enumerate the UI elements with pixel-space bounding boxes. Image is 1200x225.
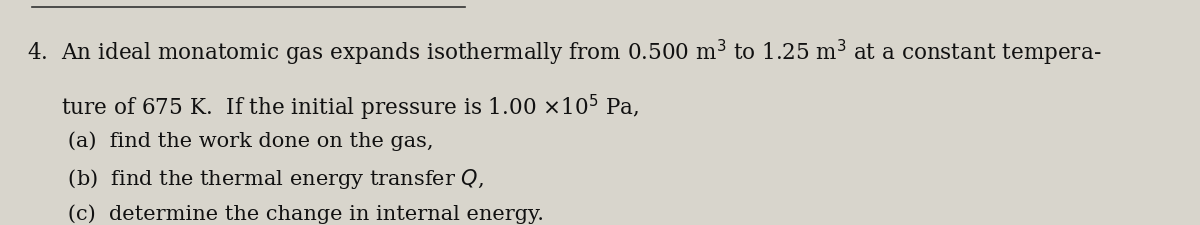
Text: (a)  find the work done on the gas,: (a) find the work done on the gas, <box>48 131 433 151</box>
Text: (b)  find the thermal energy transfer $Q$,: (b) find the thermal energy transfer $Q$… <box>48 167 484 191</box>
Text: ture of 675 K.  If the initial pressure is 1.00 $\times$10$^5$ Pa,: ture of 675 K. If the initial pressure i… <box>28 92 640 123</box>
Text: 4.  An ideal monatomic gas expands isothermally from 0.500 m$^3$ to 1.25 m$^3$ a: 4. An ideal monatomic gas expands isothe… <box>28 38 1102 68</box>
Text: (c)  determine the change in internal energy.: (c) determine the change in internal ene… <box>48 204 544 224</box>
Point <box>457 6 472 9</box>
Point <box>25 6 40 9</box>
